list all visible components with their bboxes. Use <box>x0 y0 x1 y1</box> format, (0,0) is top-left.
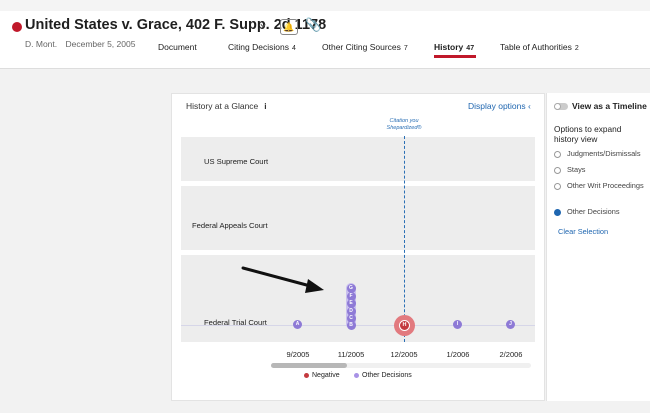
page-title: United States v. Grace, 402 F. Supp. 2d … <box>25 17 327 33</box>
tab-label: Other Citing Sources <box>322 42 401 52</box>
info-icon[interactable]: i <box>264 101 267 111</box>
tab-count: 7 <box>403 45 408 52</box>
paperclip-icon[interactable]: 📎 <box>305 17 322 32</box>
timeline-toggle-label: View as a Timeline <box>572 101 647 111</box>
tab-label: History <box>434 42 464 52</box>
citation-marker-line <box>404 136 405 342</box>
legend-negative: Negative <box>304 372 340 379</box>
lane-label: Federal Trial Court <box>204 318 267 327</box>
tab-other-citing-sources[interactable]: Other Citing Sources 7 <box>322 42 408 52</box>
x-tick: 12/2005 <box>390 350 418 359</box>
court-label: D. Mont. <box>25 39 58 49</box>
trial-court-axis-line <box>181 325 535 326</box>
case-subtitle: D. Mont. December 5, 2005 <box>25 39 141 49</box>
x-tick: 9/2005 <box>286 350 310 359</box>
decision-marker-g[interactable]: G <box>346 284 356 293</box>
radio-other-decisions[interactable] <box>554 209 561 216</box>
display-options-link[interactable]: Display options ‹ <box>468 101 531 111</box>
status-dot-icon <box>12 22 22 32</box>
option-label: Other Decisions <box>567 207 620 216</box>
timeline-scroll-track[interactable] <box>271 363 531 368</box>
tab-citing-decisions[interactable]: Citing Decisions 4 <box>228 42 296 52</box>
option-label: Other Writ Proceedings <box>567 181 644 190</box>
top-band <box>0 0 650 11</box>
radio-stays[interactable] <box>554 167 561 174</box>
x-tick: 11/2005 <box>337 350 365 359</box>
lane-us-supreme-court <box>181 137 535 181</box>
clear-selection-link[interactable]: Clear Selection <box>558 227 609 236</box>
tab-count: 47 <box>466 45 475 52</box>
chevron-left-icon: ‹ <box>528 101 531 111</box>
radio-judgments-dismissals[interactable] <box>554 151 561 158</box>
option-label: Judgments/Dismissals <box>567 149 641 158</box>
chevron-down-icon[interactable]: ⌄ <box>258 16 269 30</box>
timeline-toggle[interactable] <box>554 103 568 110</box>
tab-label: Table of Authorities <box>500 42 572 52</box>
tab-document[interactable]: Document <box>158 42 197 52</box>
date-label: December 5, 2005 <box>65 39 136 49</box>
tab-label: Citing Decisions <box>228 42 289 52</box>
toggle-knob <box>554 103 561 110</box>
decision-marker-a[interactable]: A <box>293 320 302 329</box>
legend-other-decisions: Other Decisions <box>354 372 412 379</box>
x-tick: 2/2006 <box>499 350 523 359</box>
tab-history[interactable]: History 47 <box>434 42 474 52</box>
decision-marker-b[interactable]: B <box>346 321 356 330</box>
lane-federal-appeals-court <box>181 186 535 250</box>
citation-marker-h-label: H <box>399 320 410 331</box>
option-label: Stays <box>567 165 586 174</box>
decision-marker-e[interactable]: E <box>346 299 356 308</box>
history-heading-text: History at a Glance <box>186 101 259 111</box>
tab-count: 2 <box>574 45 579 52</box>
legend-label: Negative <box>312 372 340 379</box>
arrow-icon <box>241 266 324 293</box>
citation-shepardized-label: Citation you Shepardized® <box>386 118 422 131</box>
radio-other-writ-proceedings[interactable] <box>554 183 561 190</box>
negative-dot-icon <box>304 372 309 378</box>
decision-marker-d[interactable]: D <box>346 306 356 316</box>
bell-icon[interactable]: 🔔 <box>280 19 298 35</box>
tab-label: Document <box>158 42 197 52</box>
x-tick: 1/2006 <box>446 350 470 359</box>
tab-count: 4 <box>291 45 296 52</box>
lane-federal-trial-court <box>181 255 535 342</box>
history-heading: History at a Glance i <box>186 101 267 111</box>
citation-marker-h[interactable]: H <box>394 315 415 336</box>
legend-label: Other Decisions <box>362 372 412 379</box>
history-sidebar <box>546 93 650 401</box>
lane-label: Federal Appeals Court <box>192 221 268 230</box>
active-tab-indicator <box>434 55 476 58</box>
timeline-scrollbar-thumb[interactable] <box>271 363 347 368</box>
other-decisions-dot-icon <box>354 372 359 378</box>
document-header: United States v. Grace, 402 F. Supp. 2d … <box>0 11 650 69</box>
display-options-label: Display options <box>468 101 526 111</box>
decision-marker-c[interactable]: C <box>346 314 356 323</box>
decision-marker-j[interactable]: J <box>506 320 515 329</box>
decision-marker-i[interactable]: I <box>453 320 462 329</box>
decision-marker-f[interactable]: F <box>346 291 356 301</box>
lane-label: US Supreme Court <box>204 157 269 166</box>
tab-table-of-authorities[interactable]: Table of Authorities 2 <box>500 42 579 52</box>
options-heading: Options to expand history view <box>554 124 622 144</box>
